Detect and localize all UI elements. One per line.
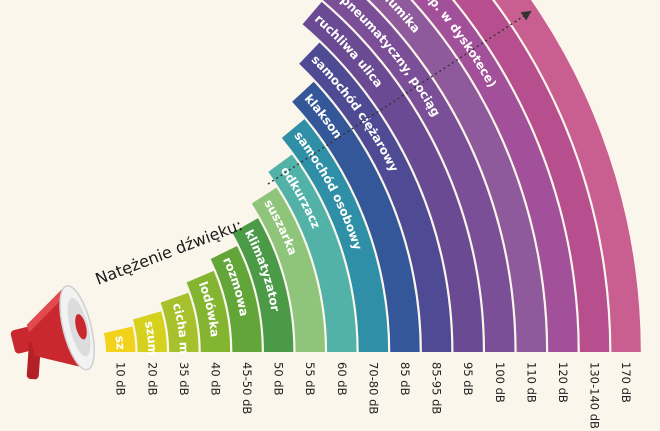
db-label-8: 60 dB (335, 362, 349, 396)
db-label-5: 45-50 dB (240, 362, 254, 414)
db-label-3: 35 dB (177, 362, 191, 396)
db-labels-layer: 10 dB 20 dB 35 dB 40 dB 45-50 dB 50 dB 55 dB 60… (114, 362, 633, 429)
band-17 (494, 0, 641, 352)
band-12 (302, 1, 483, 352)
band-2 (132, 311, 167, 352)
band-7 (251, 187, 325, 352)
band-6 (232, 218, 294, 352)
db-label-15: 120 dB (556, 362, 570, 403)
db-label-17: 170 dB (619, 362, 633, 403)
band-label-3: cicha muzyka (0, 0, 191, 354)
band-16 (454, 0, 610, 352)
band-5 (210, 245, 262, 352)
db-label-4: 40 dB (208, 362, 222, 396)
band-15 (413, 0, 578, 352)
band-11 (299, 42, 452, 353)
db-label-1: 10 dB (114, 362, 128, 396)
bands-layer (103, 0, 641, 353)
megaphone-icon (10, 285, 95, 380)
db-label-9: 70-80 dB (366, 362, 380, 414)
db-label-6: 50 dB (272, 362, 286, 396)
band-10 (292, 81, 420, 352)
db-label-10: 85 dB (398, 362, 412, 396)
db-label-12: 95 dB (461, 362, 475, 396)
db-label-2: 20 dB (145, 362, 159, 396)
band-9 (281, 119, 389, 353)
band-label-text: cicha muzyka (0, 0, 191, 354)
increase-arrow (267, 10, 532, 185)
db-label-16: 130-140 dB (588, 362, 602, 429)
band-1 (103, 326, 136, 352)
band-3 (160, 292, 199, 352)
db-label-13: 100 dB (493, 362, 507, 403)
db-label-14: 110 dB (524, 362, 538, 403)
db-label-11: 85-95 dB (430, 362, 444, 414)
band-13 (322, 0, 515, 352)
db-label-7: 55 dB (303, 362, 317, 396)
band-4 (186, 270, 231, 352)
band-8 (268, 154, 357, 352)
band-14 (369, 0, 547, 352)
